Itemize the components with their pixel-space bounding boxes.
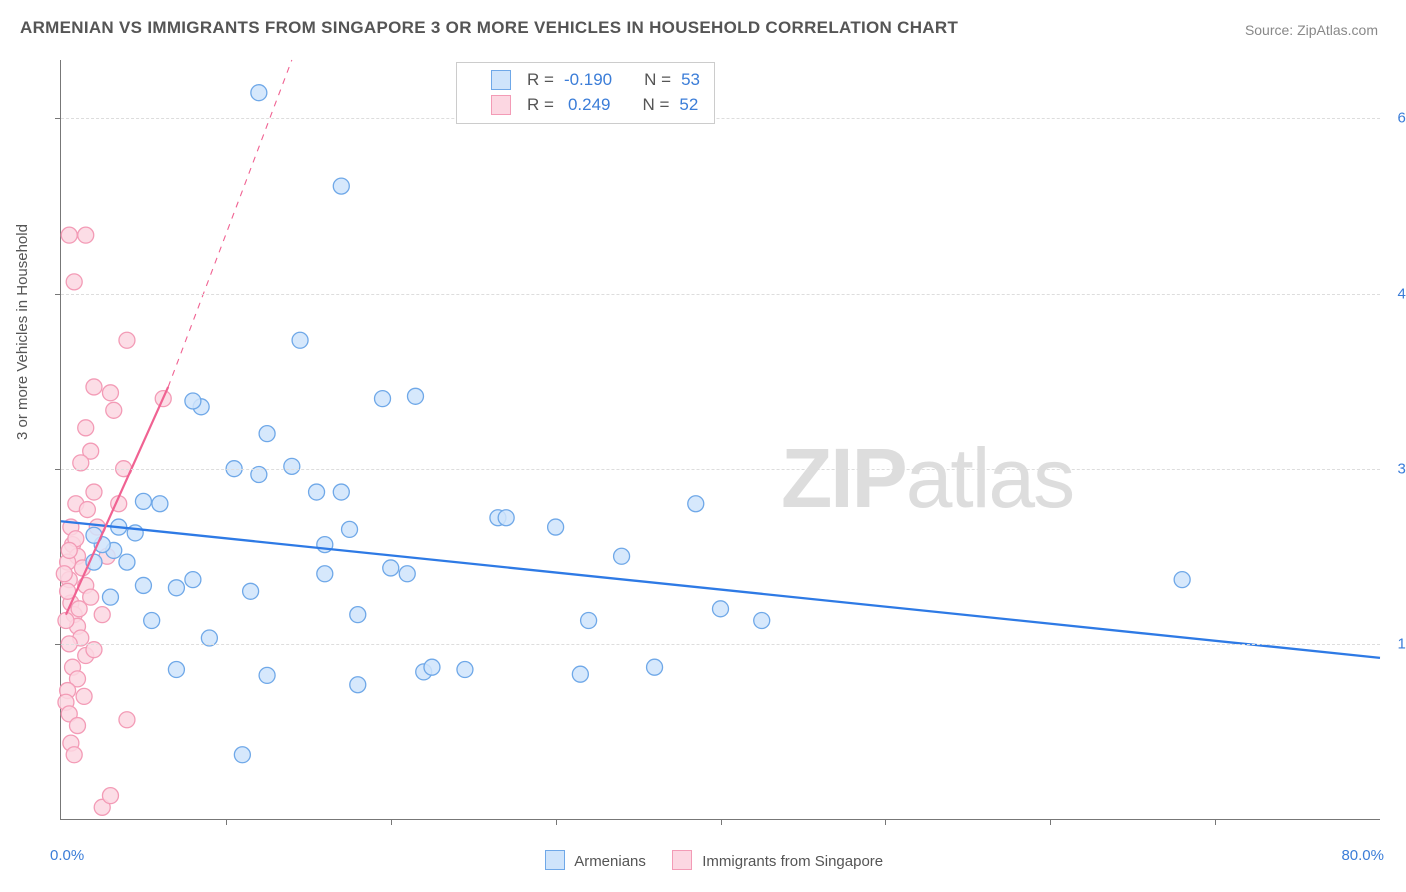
legend-r-label: R = bbox=[527, 93, 554, 118]
data-point bbox=[86, 484, 102, 500]
correlation-legend: R = -0.190 N = 53 R = 0.249 N = 52 bbox=[456, 62, 715, 124]
data-point bbox=[424, 659, 440, 675]
data-point bbox=[135, 493, 151, 509]
data-point bbox=[135, 577, 151, 593]
data-point bbox=[284, 458, 300, 474]
data-point bbox=[78, 420, 94, 436]
data-point bbox=[94, 607, 110, 623]
data-point bbox=[333, 178, 349, 194]
data-point bbox=[119, 712, 135, 728]
data-point bbox=[548, 519, 564, 535]
data-point bbox=[342, 521, 358, 537]
data-point bbox=[168, 580, 184, 596]
data-point bbox=[61, 227, 77, 243]
data-point bbox=[234, 747, 250, 763]
data-point bbox=[498, 510, 514, 526]
legend-n-value-b: 52 bbox=[679, 93, 698, 118]
legend-n-label: N = bbox=[642, 93, 669, 118]
data-point bbox=[79, 502, 95, 518]
legend-row-series-b: R = 0.249 N = 52 bbox=[469, 93, 700, 118]
data-point bbox=[572, 666, 588, 682]
data-point bbox=[185, 393, 201, 409]
legend-n-label: N = bbox=[644, 68, 671, 93]
y-tick-label: 60.0% bbox=[1385, 110, 1406, 127]
data-point bbox=[66, 747, 82, 763]
bottom-label-b: Immigrants from Singapore bbox=[702, 853, 883, 870]
y-tick-label: 30.0% bbox=[1385, 460, 1406, 477]
data-point bbox=[350, 677, 366, 693]
legend-r-label: R = bbox=[527, 68, 554, 93]
bottom-swatch-a bbox=[545, 850, 565, 870]
y-tick-label: 45.0% bbox=[1385, 285, 1406, 302]
data-point bbox=[581, 612, 597, 628]
data-point bbox=[259, 667, 275, 683]
bottom-legend: Armenians Immigrants from Singapore bbox=[0, 850, 1406, 870]
trend-line bbox=[168, 60, 292, 387]
legend-r-value-a: -0.190 bbox=[564, 68, 612, 93]
data-point bbox=[375, 391, 391, 407]
data-point bbox=[457, 662, 473, 678]
chart-svg bbox=[61, 60, 1380, 819]
data-point bbox=[688, 496, 704, 512]
data-point bbox=[119, 554, 135, 570]
data-point bbox=[76, 688, 92, 704]
data-point bbox=[106, 402, 122, 418]
data-point bbox=[56, 566, 72, 582]
data-point bbox=[407, 388, 423, 404]
data-point bbox=[102, 788, 118, 804]
data-point bbox=[243, 583, 259, 599]
data-point bbox=[614, 548, 630, 564]
legend-row-series-a: R = -0.190 N = 53 bbox=[469, 68, 700, 93]
data-point bbox=[168, 662, 184, 678]
data-point bbox=[102, 385, 118, 401]
source-attribution: Source: ZipAtlas.com bbox=[1245, 22, 1378, 38]
legend-swatch-b bbox=[491, 95, 511, 115]
data-point bbox=[647, 659, 663, 675]
data-point bbox=[78, 227, 94, 243]
data-point bbox=[350, 607, 366, 623]
bottom-swatch-b bbox=[672, 850, 692, 870]
data-point bbox=[152, 496, 168, 512]
data-point bbox=[86, 379, 102, 395]
data-point bbox=[383, 560, 399, 576]
data-point bbox=[185, 572, 201, 588]
data-point bbox=[71, 601, 87, 617]
data-point bbox=[1174, 572, 1190, 588]
data-point bbox=[333, 484, 349, 500]
data-point bbox=[119, 332, 135, 348]
y-axis-label: 3 or more Vehicles in Household bbox=[14, 224, 31, 440]
data-point bbox=[399, 566, 415, 582]
data-point bbox=[292, 332, 308, 348]
bottom-label-a: Armenians bbox=[574, 853, 646, 870]
data-point bbox=[754, 612, 770, 628]
plot-area: ZIPatlas 15.0%30.0%45.0%60.0% bbox=[60, 60, 1380, 820]
data-point bbox=[102, 589, 118, 605]
data-point bbox=[317, 566, 333, 582]
data-point bbox=[144, 612, 160, 628]
data-point bbox=[69, 718, 85, 734]
data-point bbox=[251, 85, 267, 101]
chart-title: ARMENIAN VS IMMIGRANTS FROM SINGAPORE 3 … bbox=[20, 18, 958, 38]
y-tick-label: 15.0% bbox=[1385, 635, 1406, 652]
data-point bbox=[61, 542, 77, 558]
legend-n-value-a: 53 bbox=[681, 68, 700, 93]
data-point bbox=[309, 484, 325, 500]
data-point bbox=[259, 426, 275, 442]
legend-r-value-b: 0.249 bbox=[568, 93, 611, 118]
legend-swatch-a bbox=[491, 70, 511, 90]
data-point bbox=[66, 274, 82, 290]
data-point bbox=[58, 612, 74, 628]
data-point bbox=[713, 601, 729, 617]
